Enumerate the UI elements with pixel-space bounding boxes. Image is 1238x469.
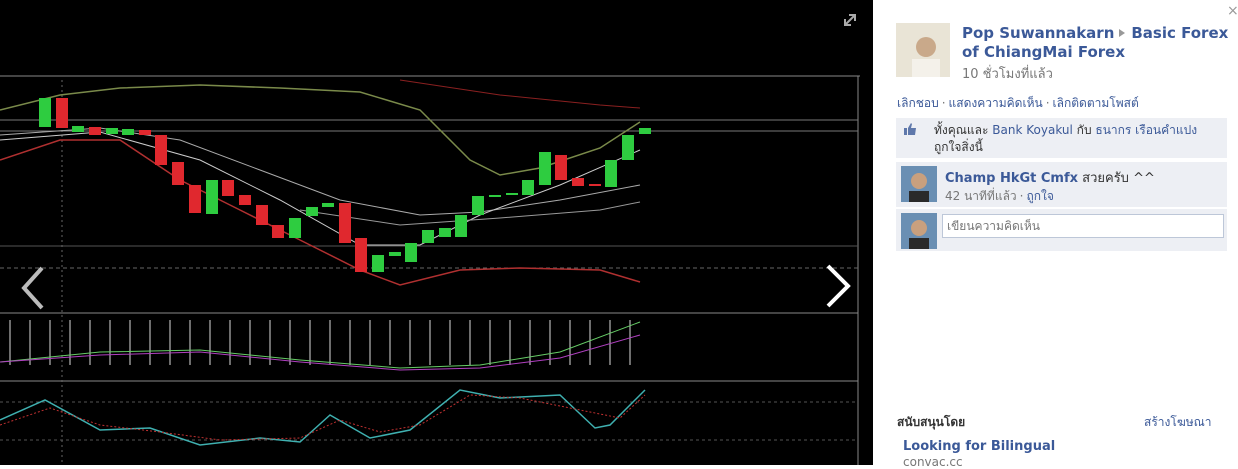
comment-link[interactable]: แสดงความคิดเห็น (948, 96, 1043, 110)
post-header: Pop Suwannakarn Basic Forex of ChiangMai … (962, 24, 1232, 62)
comment-line: Champ HkGt Cmfx สวยครับ ^^ (945, 167, 1155, 188)
text: กับ (1076, 123, 1092, 137)
separator: · (941, 96, 946, 110)
post-actions: เลิกชอบ · แสดงความคิดเห็น · เลิกติดตามโพสต์ (897, 94, 1139, 113)
commenter-avatar (901, 166, 937, 202)
like-icon (904, 123, 916, 135)
likes-text: ทั้งคุณและ Bank Koyakul กับ ธนากร เรือนค… (934, 122, 1224, 156)
fullscreen-icon[interactable] (844, 14, 856, 26)
ma (299, 201, 641, 226)
person-link[interactable]: ธนากร เรือนคำแปง (1095, 123, 1198, 137)
ad-title[interactable]: Looking for Bilingual (903, 439, 1056, 454)
signal (0, 334, 641, 371)
separator: · (1045, 96, 1050, 110)
text: ถูกใจสิ่งนี้ (934, 140, 983, 154)
comment-meta: 42 นาทีที่แล้ว · ถูกใจ (945, 187, 1054, 206)
comment-input-box: เขียนความคิดเห็น (896, 209, 1227, 251)
my-avatar (901, 213, 937, 249)
candles (39, 98, 651, 272)
next-arrow[interactable] (826, 264, 851, 308)
comment-time: 42 นาทีที่แล้ว (945, 189, 1017, 203)
photo (0, 14, 873, 465)
comment-text: สวยครับ ^^ (1082, 171, 1155, 186)
comment-like[interactable]: ถูกใจ (1026, 189, 1054, 203)
band (399, 79, 641, 109)
stochastic (0, 394, 646, 441)
author-avatar (896, 23, 950, 77)
sidebar: × Pop Suwannakarn Basic Forex of ChiangMa… (873, 0, 1238, 469)
comment-input[interactable]: เขียนความคิดเห็น (942, 214, 1224, 238)
separator: · (1019, 189, 1024, 203)
ad-domain: convac.cc (903, 455, 963, 469)
ads-label: สนับสนุนโดย (897, 415, 966, 429)
unlike-link[interactable]: เลิกชอบ (897, 96, 939, 110)
photo-viewer (0, 0, 873, 465)
chart-bg (0, 76, 873, 465)
unfollow-link[interactable]: เลิกติดตามโพสต์ (1052, 96, 1139, 110)
band (0, 139, 641, 286)
stochastic (0, 389, 646, 446)
author-link[interactable]: Pop Suwannakarn (962, 24, 1115, 42)
likes-box: ทั้งคุณและ Bank Koyakul กับ ธนากร เรือนค… (896, 118, 1227, 158)
text: ทั้งคุณและ (934, 123, 989, 137)
person-link[interactable]: Bank Koyakul (992, 123, 1073, 137)
commenter-link[interactable]: Champ HkGt Cmfx (945, 171, 1079, 186)
create-ad-link[interactable]: สร้างโฆษณา (1144, 415, 1212, 429)
signal (0, 321, 641, 369)
histogram (9, 320, 631, 365)
comment: Champ HkGt Cmfx สวยครับ ^^ 42 นาทีที่แล้… (896, 162, 1227, 207)
album-link[interactable]: Basic Forex of ChiangMai Forex (962, 24, 1229, 61)
post-time: 10 ชั่วโมงที่แล้ว (962, 67, 1053, 82)
close-button[interactable]: × (1227, 3, 1238, 19)
prev-arrow[interactable] (21, 266, 44, 310)
